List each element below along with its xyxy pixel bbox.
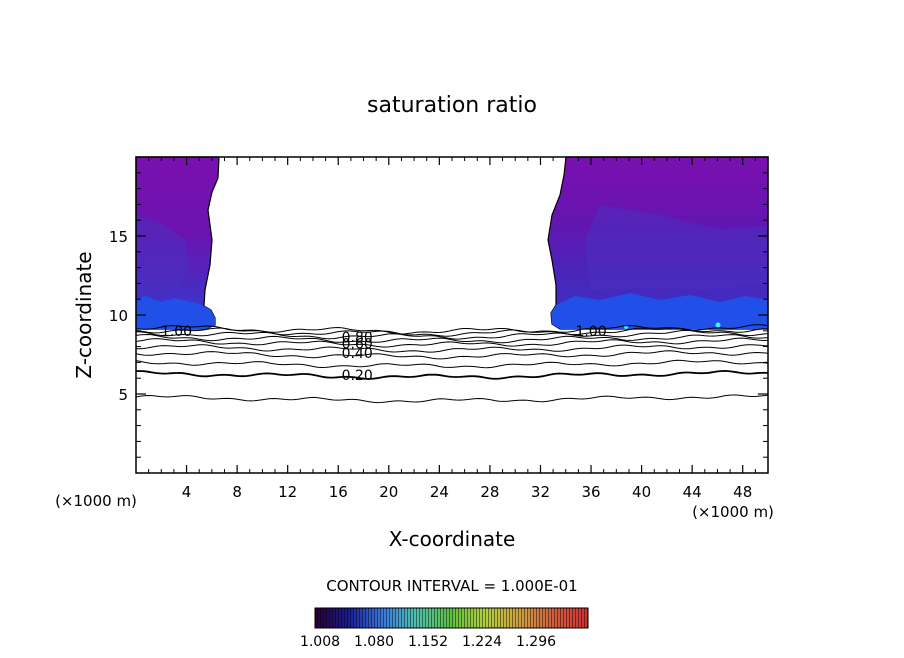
y-tick-label: 15 xyxy=(109,228,128,246)
contour-line xyxy=(135,333,769,344)
x-tick-label: 12 xyxy=(278,483,297,501)
plot-area: 1.00 0.800.600.40 0.20 1.00 xyxy=(135,156,769,474)
x-tick-label: 16 xyxy=(329,483,348,501)
supersaturated-band-left xyxy=(136,296,215,329)
contour-line xyxy=(135,350,769,360)
supersaturated-band-right xyxy=(551,293,768,329)
contour-line xyxy=(135,344,769,353)
contour-label: 0.20 xyxy=(342,368,373,384)
colorbar: 1.008 1.080 1.152 1.224 1.296 xyxy=(300,607,589,650)
contour-line xyxy=(135,327,768,337)
x-tick-label: 40 xyxy=(632,483,651,501)
colorbar-stripes xyxy=(315,608,588,628)
x-tick-label: 28 xyxy=(480,483,499,501)
supersaturated-core-left xyxy=(136,215,190,292)
contour-line xyxy=(135,369,769,380)
contour-line xyxy=(135,394,769,404)
y-axis-title: Z-coordinate xyxy=(72,251,96,378)
x-tick-label: 32 xyxy=(531,483,550,501)
colorbar-tick-label: 1.152 xyxy=(408,634,448,650)
contour-label: 0.80 xyxy=(342,330,373,346)
x-unit-label: (×1000 m) xyxy=(692,503,774,521)
contour-line xyxy=(135,324,769,335)
colorbar-tick-label: 1.296 xyxy=(516,634,556,650)
contour-label: 1.00 xyxy=(161,324,192,340)
x-tick-label: 20 xyxy=(379,483,398,501)
contour-interval-text: CONTOUR INTERVAL = 1.000E-01 xyxy=(326,577,577,595)
x-tick-label: 48 xyxy=(733,483,752,501)
x-tick-label: 36 xyxy=(581,483,600,501)
contour-label: 0.60 xyxy=(342,336,373,352)
contour-line xyxy=(135,337,769,348)
x-tick-label: 24 xyxy=(430,483,449,501)
contour-label-group: 1.00 0.800.600.40 0.20 1.00 xyxy=(161,324,607,384)
contour-lines xyxy=(135,324,769,404)
colorbar-labels: 1.008 1.080 1.152 1.224 1.296 xyxy=(300,634,556,650)
chart-title: saturation ratio xyxy=(367,93,537,118)
contour-label: 1.00 xyxy=(575,324,606,340)
contour-label: 0.40 xyxy=(342,346,373,362)
supersaturated-core-right xyxy=(585,205,768,290)
colorbar-tick-label: 1.080 xyxy=(354,634,394,650)
x-axis: 4 8 12 16 20 24 28 32 36 40 44 48 xyxy=(148,157,756,501)
x-tick-label: 4 xyxy=(182,483,192,501)
y-unit-label: (×1000 m) xyxy=(55,492,137,510)
x-tick-label: 8 xyxy=(232,483,242,501)
colorbar-frame xyxy=(314,607,589,629)
colorbar-tick-label: 1.224 xyxy=(462,634,502,650)
cyan-spot xyxy=(715,322,721,328)
colorbar-tick-label: 1.008 xyxy=(300,634,340,650)
x-tick-label: 44 xyxy=(683,483,702,501)
contour-line xyxy=(135,329,769,340)
y-axis: 5 10 15 xyxy=(109,172,768,458)
y-tick-label: 10 xyxy=(109,307,128,325)
contour-line xyxy=(135,359,769,369)
y-tick-label: 5 xyxy=(118,386,128,404)
x-axis-title: X-coordinate xyxy=(389,527,516,551)
